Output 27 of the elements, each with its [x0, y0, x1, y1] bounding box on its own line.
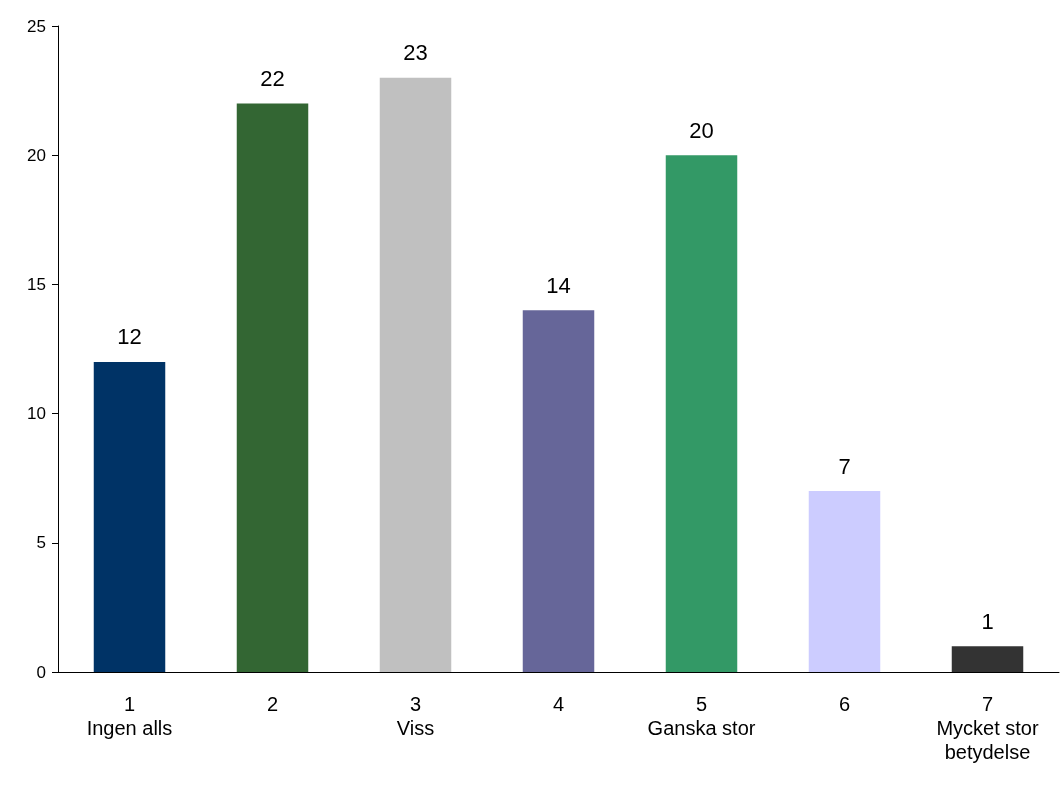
bar [236, 103, 309, 672]
data-label: 23 [403, 40, 428, 66]
y-tick-label: 20 [27, 145, 46, 165]
y-tick-label: 15 [27, 274, 46, 294]
data-label: 20 [689, 117, 714, 143]
x-tick-label: 4 [552, 693, 565, 715]
bar [522, 310, 595, 672]
x-tick-label: 2 [266, 693, 279, 715]
bar [951, 646, 1024, 672]
bar [665, 155, 738, 672]
data-label: 14 [546, 272, 571, 298]
x-tick-label: 1 Ingen alls [86, 693, 173, 739]
bar [379, 77, 452, 672]
x-tick-label: 3 Viss [396, 693, 435, 739]
data-label: 12 [117, 324, 142, 350]
y-tick-label: 10 [27, 404, 46, 424]
x-tick-label: 7 Mycket stor betydelse [936, 693, 1039, 763]
data-label: 22 [260, 66, 285, 92]
x-tick-label: 5 Ganska stor [647, 693, 756, 739]
bar [808, 491, 881, 672]
x-tick-label: 6 [838, 693, 851, 715]
data-label: 1 [981, 608, 994, 634]
y-tick-label: 25 [27, 16, 46, 36]
y-tick-label: 0 [36, 662, 46, 682]
bar [93, 361, 166, 672]
data-label: 7 [838, 453, 851, 479]
y-tick-label: 5 [36, 533, 46, 553]
